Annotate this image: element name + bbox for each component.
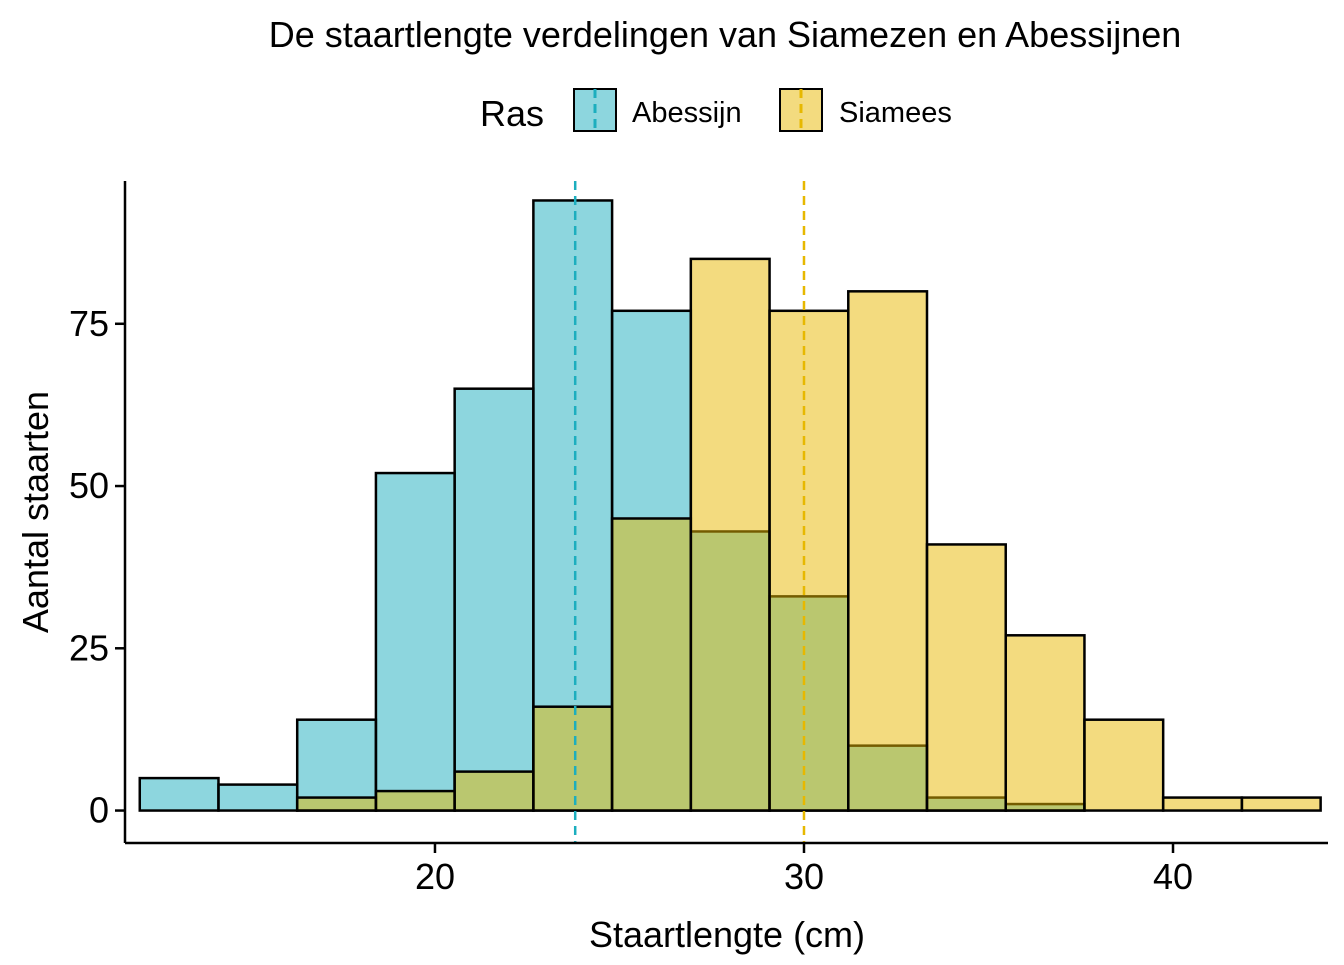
bar-siamees-6: [610, 517, 693, 812]
bar-siamees-2: [295, 796, 378, 812]
x-tick-label-20: 20: [415, 856, 455, 897]
y-axis-label: Aantal staarten: [15, 391, 56, 633]
legend-label-abessijn: Abessijn: [632, 97, 742, 129]
x-axis-ticks: 20 30 40: [415, 843, 1193, 897]
mean-lines: [573, 181, 806, 843]
plot-area: [138, 181, 1322, 843]
bar-siamees-9: [847, 290, 929, 812]
bar-siamees-11: [1004, 634, 1086, 812]
bar-siamees-12: [1083, 718, 1165, 812]
legend-label-siamees: Siamees: [839, 97, 952, 129]
bar-abessijn-1: [217, 783, 299, 812]
bar-abessijn-3: [374, 471, 456, 812]
x-tick-label-40: 40: [1153, 856, 1193, 897]
x-axis-label: Staartlengte (cm): [589, 914, 865, 955]
y-tick-label-25: 25: [69, 627, 109, 668]
y-axis-ticks: 0 25 50 75: [69, 303, 125, 831]
bar-abessijn-4: [453, 387, 535, 812]
y-tick-label-75: 75: [69, 303, 109, 344]
legend-entry-siamees: Siamees: [779, 88, 952, 132]
bar-siamees-13: [1161, 796, 1244, 812]
x-tick-label-30: 30: [784, 856, 824, 897]
legend: Ras Abessijn Siamees: [480, 88, 952, 134]
bars-siamees: [295, 257, 1322, 812]
chart-title: De staartlengte verdelingen van Siamezen…: [269, 14, 1182, 55]
bar-siamees-14: [1240, 796, 1322, 812]
bar-siamees-10: [925, 543, 1007, 812]
bar-siamees-4: [453, 770, 535, 812]
legend-title: Ras: [480, 93, 544, 134]
bar-siamees-5: [532, 705, 614, 812]
y-tick-label-50: 50: [69, 465, 109, 506]
bar-siamees-8: [768, 309, 850, 812]
bar-abessijn-0: [138, 776, 220, 812]
bar-siamees-3: [374, 789, 456, 812]
bar-siamees-7: [689, 257, 771, 812]
y-tick-label-0: 0: [89, 790, 109, 831]
legend-entry-abessijn: Abessijn: [573, 88, 742, 132]
